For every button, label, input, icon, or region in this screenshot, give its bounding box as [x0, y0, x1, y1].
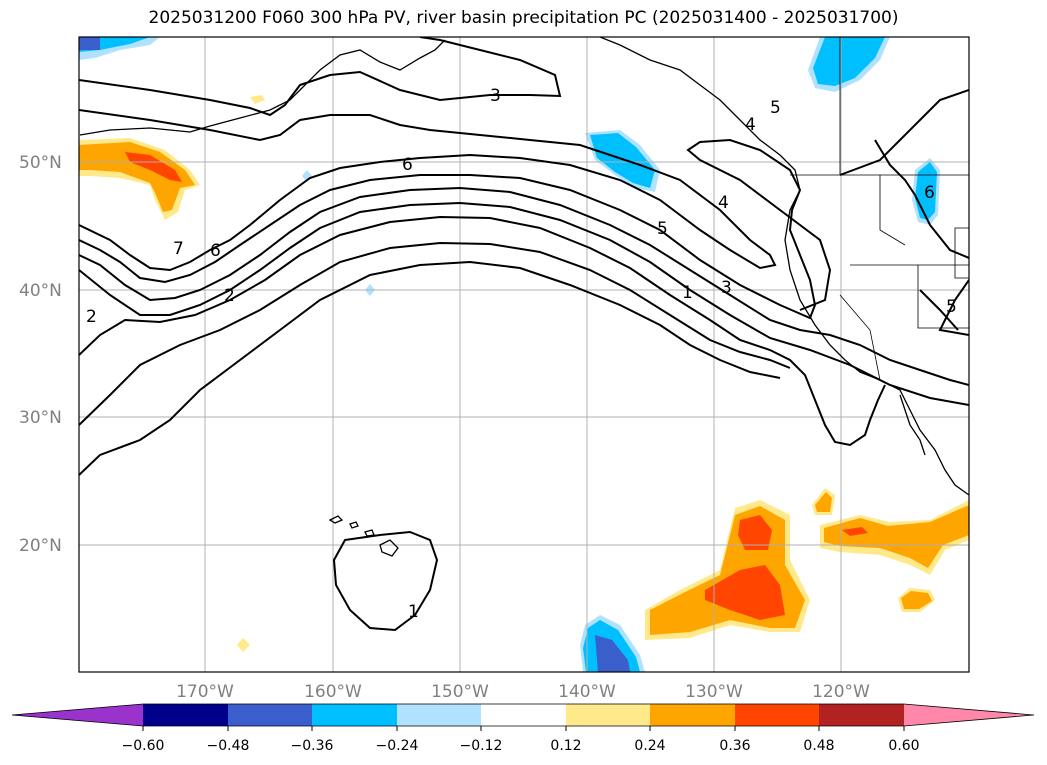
map-frame [78, 36, 970, 673]
positive-precip-area [79, 142, 195, 212]
pv-contour-line [79, 241, 791, 426]
positive-precip-area [705, 565, 785, 620]
latitude-label: 20°N [19, 536, 62, 556]
colorbar-tick-label: 0.60 [888, 738, 919, 754]
positive-precip-area [250, 95, 265, 104]
colorbar-tick-label: 0.12 [550, 738, 581, 754]
pv-contour-line [79, 260, 781, 476]
negative-precip-area [813, 37, 885, 86]
colorbar-segment [397, 704, 481, 726]
contour-label: 4 [718, 193, 729, 213]
contour-label: 3 [721, 278, 732, 298]
contour-label: 7 [173, 239, 184, 259]
longitude-label: 160°W [304, 682, 362, 702]
colorbar-segment [904, 704, 1034, 726]
latitude-label: 50°N [19, 153, 62, 173]
colorbar-tick-label: 0.36 [719, 738, 750, 754]
pv-contour-line [79, 138, 832, 320]
border-line [839, 294, 881, 381]
colorbar-tick-label: −0.12 [460, 738, 503, 754]
longitude-label: 120°W [812, 682, 870, 702]
contour-label: 6 [210, 241, 221, 261]
contour-label: 6 [924, 183, 935, 203]
contour-label: 5 [946, 297, 957, 317]
colorbar-segment [481, 704, 566, 726]
colorbar-tick-label: −0.36 [291, 738, 334, 754]
colorbar-tick-label: 0.48 [803, 738, 834, 754]
longitude-labels: 170°W 160°W 150°W 140°W 130°W 120°W [176, 682, 870, 702]
contour-label: 6 [402, 155, 413, 175]
map-title: 2025031200 F060 300 hPa PV, river basin … [148, 8, 899, 28]
coastline [899, 394, 926, 456]
positive-precip-area [125, 152, 182, 182]
contour-label: 1 [682, 283, 693, 303]
positive-precip-area [738, 515, 772, 550]
pv-contour-line [79, 215, 886, 447]
pv-contour-line [919, 289, 959, 331]
state-borders [790, 37, 969, 381]
colorbar-tick-label: 0.24 [634, 738, 665, 754]
pv-contour-line [79, 186, 969, 386]
border-line [917, 265, 969, 329]
colorbar-tick-label: −0.24 [376, 738, 419, 754]
pv-contour-line [874, 139, 969, 259]
pv-contour-line [79, 37, 562, 117]
positive-precip-area [842, 527, 868, 536]
contour-label: 4 [745, 115, 756, 135]
border-line [954, 227, 969, 279]
pv-contour-line [938, 279, 969, 336]
colorbar: −0.60 −0.48 −0.36 −0.24 −0.12 0.12 0.24 … [11, 703, 1035, 754]
pv-contour-line [79, 109, 777, 272]
colorbar-tick-label: −0.60 [122, 738, 165, 754]
negative-precip-area [79, 37, 100, 50]
pv-contour-line [332, 530, 439, 632]
border-line [879, 175, 906, 246]
colorbar-segment [650, 704, 735, 726]
longitude-label: 150°W [431, 682, 489, 702]
positive-precip-area [901, 591, 932, 609]
negative-precip-area [595, 635, 630, 672]
latitude-label: 30°N [19, 408, 62, 428]
contour-label: 2 [86, 307, 97, 327]
coastline [79, 39, 446, 136]
contour-label: 1 [408, 602, 419, 622]
pv-contours [79, 37, 969, 632]
longitude-label: 170°W [176, 682, 234, 702]
island-coastline [349, 521, 359, 529]
longitude-label: 140°W [558, 682, 616, 702]
contour-label: 2 [224, 286, 235, 306]
pv-contour-line [79, 201, 969, 406]
island-coastline [379, 539, 399, 557]
pv-contour-line [839, 89, 969, 176]
longitude-label: 130°W [685, 682, 743, 702]
colorbar-segment [143, 704, 228, 726]
latitude-label: 40°N [19, 281, 62, 301]
colorbar-segment [819, 704, 904, 726]
colorbar-segment [566, 704, 650, 726]
coastlines [79, 37, 969, 557]
graticule [79, 37, 969, 672]
island-coastline [328, 515, 344, 524]
colorbar-ticks [142, 726, 905, 731]
positive-precip-area [824, 505, 969, 568]
map-background [79, 37, 969, 672]
colorbar-segment [312, 704, 397, 726]
coastline [599, 37, 969, 496]
colorbar-segment [12, 704, 143, 726]
contour-label: 5 [657, 219, 668, 239]
contour-labels: 3 5 4 6 6 4 5 7 6 2 2 1 3 5 1 [86, 86, 957, 622]
contour-label: 3 [490, 86, 501, 106]
negative-precip-area [590, 133, 655, 188]
precip-shading [79, 37, 969, 672]
positive-precip-area [815, 492, 832, 512]
latitude-labels: 50°N 40°N 30°N 20°N [19, 153, 62, 556]
colorbar-segment [228, 704, 312, 726]
positive-precip-area [237, 638, 250, 652]
colorbar-segment [735, 704, 819, 726]
colorbar-tick-label: −0.48 [207, 738, 250, 754]
contour-label: 5 [770, 98, 781, 118]
